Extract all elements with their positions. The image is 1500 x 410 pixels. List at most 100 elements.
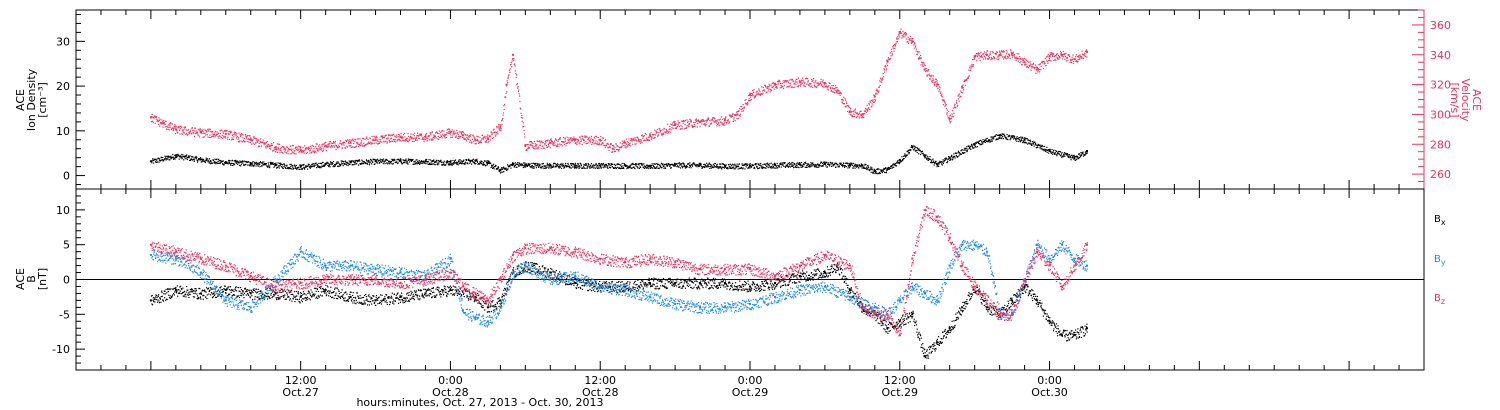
velocity-series-sample (347, 139, 349, 141)
density-series-sample (192, 159, 194, 161)
velocity-series-sample (353, 138, 355, 140)
velocity-series-sample (557, 143, 559, 145)
velocity-series-sample (924, 65, 926, 67)
density-series-sample (630, 163, 633, 165)
velocity-series-sample (925, 68, 927, 70)
velocity-series-sample (887, 61, 889, 63)
velocity-series-sample (583, 139, 585, 141)
density-series-sample (205, 158, 208, 161)
velocity-series-sample (279, 152, 281, 154)
velocity-series-sample (553, 143, 555, 145)
velocity-series-sample (958, 94, 960, 96)
velocity-series-sample (800, 82, 802, 84)
density-series-sample (559, 164, 561, 166)
density-series-sample (525, 165, 527, 167)
velocity-series-sample (554, 142, 556, 144)
density-series-sample (162, 160, 165, 162)
velocity-series-sample (690, 119, 692, 122)
velocity-series-sample (393, 139, 395, 141)
velocity-series-sample (940, 94, 942, 96)
density-series-sample (536, 164, 539, 166)
density-series-sample (473, 162, 475, 164)
velocity-series-sample (720, 121, 722, 123)
density-series-sample (541, 163, 543, 165)
density-series-sample (802, 166, 804, 168)
velocity-series-sample (823, 86, 825, 88)
left-y-axis-title-line: Ion Density (25, 68, 38, 131)
velocity-series-sample (804, 81, 806, 83)
density-series-sample (379, 160, 381, 162)
density-series-sample (174, 158, 176, 160)
velocity-series-sample (840, 93, 842, 95)
density-series-sample (583, 167, 585, 169)
density-series-sample (976, 141, 978, 143)
density-series-sample (304, 165, 306, 167)
density-series-sample (414, 162, 417, 164)
velocity-series-sample (231, 137, 233, 139)
velocity-series-sample (481, 138, 483, 140)
velocity-series-sample (523, 130, 525, 132)
density-series-sample (1052, 151, 1054, 153)
density-series-sample (670, 167, 672, 169)
velocity-series-sample (226, 138, 229, 140)
density-series-sample (856, 164, 858, 166)
velocity-series-sample (473, 136, 475, 138)
density-series-sample (632, 163, 634, 165)
velocity-series-sample (684, 119, 686, 122)
density-series-sample (894, 164, 896, 166)
velocity-series-sample (325, 145, 327, 147)
velocity-series-point (224, 132, 227, 135)
velocity-series-point (724, 119, 726, 122)
density-series-sample (656, 166, 658, 168)
velocity-series-point (674, 123, 677, 126)
density-series-sample (981, 141, 983, 143)
velocity-series-sample (617, 150, 619, 152)
density-series-sample (320, 163, 323, 165)
density-series-sample (896, 160, 898, 162)
velocity-series-sample (365, 144, 367, 146)
velocity-series-sample (195, 132, 197, 135)
density-series-sample (290, 166, 292, 168)
density-series-sample (805, 161, 807, 163)
density-series-sample (929, 158, 931, 160)
velocity-series-sample (400, 140, 402, 142)
density-series-sample (929, 158, 931, 161)
velocity-series-point (349, 141, 352, 144)
density-series-sample (317, 165, 319, 167)
velocity-series-sample (565, 140, 567, 142)
density-series-sample (400, 161, 402, 163)
velocity-series-sample (693, 122, 695, 124)
velocity-series-sample (168, 126, 170, 128)
density-series-sample (521, 163, 523, 165)
velocity-series-sample (632, 138, 634, 141)
velocity-series-sample (737, 117, 739, 119)
velocity-series-sample (233, 136, 235, 138)
velocity-series-sample (839, 91, 841, 93)
density-series-sample (345, 162, 347, 164)
density-series-sample (323, 165, 325, 167)
density-series-sample (284, 166, 286, 168)
density-series-sample (325, 164, 327, 166)
velocity-series-sample (165, 128, 168, 130)
density-series-sample (600, 164, 602, 166)
density-series-sample (408, 161, 411, 163)
velocity-series-sample (711, 118, 713, 120)
density-series-sample (363, 161, 365, 163)
density-series-sample (805, 163, 807, 165)
density-series-sample (217, 162, 219, 164)
density-series-sample (298, 166, 300, 168)
velocity-series-sample (435, 137, 437, 139)
velocity-series-sample (468, 136, 470, 138)
density-series-sample (497, 166, 499, 168)
velocity-series-sample (554, 138, 557, 140)
density-series-sample (390, 160, 393, 162)
velocity-series-sample (978, 55, 980, 57)
velocity-series-sample (206, 131, 208, 133)
velocity-series-sample (361, 145, 363, 147)
density-series-sample (567, 162, 569, 164)
density-series-sample (981, 141, 983, 143)
velocity-series-sample (667, 123, 669, 125)
velocity-series-sample (919, 58, 921, 60)
density-series-sample (516, 163, 518, 166)
velocity-series-sample (222, 132, 224, 134)
